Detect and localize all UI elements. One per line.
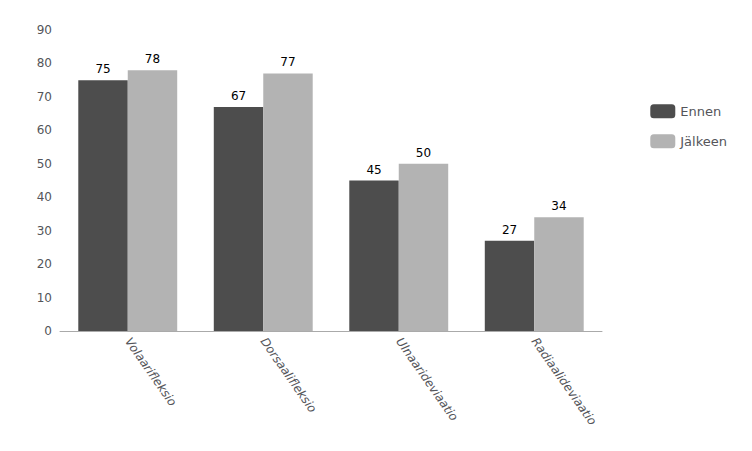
svg-text:50: 50 bbox=[416, 146, 431, 160]
svg-text:80: 80 bbox=[37, 56, 52, 70]
svg-text:Ennen: Ennen bbox=[680, 104, 721, 119]
svg-text:67: 67 bbox=[231, 89, 246, 103]
svg-text:77: 77 bbox=[280, 55, 295, 69]
svg-text:20: 20 bbox=[37, 257, 52, 271]
svg-text:50: 50 bbox=[37, 157, 52, 171]
svg-text:10: 10 bbox=[37, 291, 52, 305]
svg-text:27: 27 bbox=[502, 223, 517, 237]
svg-text:34: 34 bbox=[551, 199, 566, 213]
svg-text:75: 75 bbox=[95, 62, 110, 76]
svg-text:Volaarifleksio: Volaarifleksio bbox=[122, 335, 179, 409]
svg-text:78: 78 bbox=[145, 52, 160, 66]
svg-text:70: 70 bbox=[37, 90, 52, 104]
svg-text:Radiaalideviaatio: Radiaalideviaatio bbox=[529, 335, 600, 428]
svg-text:Jälkeen: Jälkeen bbox=[679, 134, 727, 149]
svg-text:Dorsaalifleksio: Dorsaalifleksio bbox=[258, 335, 320, 415]
svg-text:60: 60 bbox=[37, 123, 52, 137]
svg-text:0: 0 bbox=[44, 324, 52, 338]
svg-text:Ulnaarideviaatio: Ulnaarideviaatio bbox=[393, 335, 461, 423]
svg-text:45: 45 bbox=[366, 163, 381, 177]
svg-text:40: 40 bbox=[37, 190, 52, 204]
svg-text:30: 30 bbox=[37, 224, 52, 238]
svg-text:90: 90 bbox=[37, 23, 52, 37]
